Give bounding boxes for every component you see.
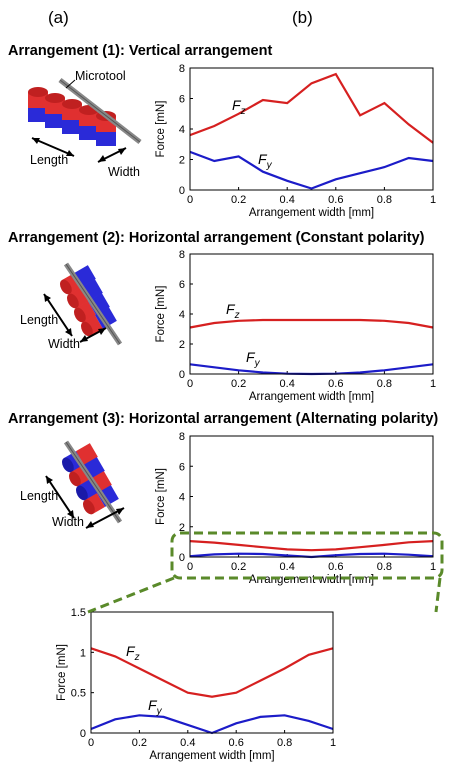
series-label-fz: Fz [126, 643, 140, 663]
zoom-connector-right [434, 577, 442, 613]
length-arrow-icon [45, 475, 75, 519]
x-tick-label: 0.6 [328, 194, 343, 206]
series-label-fy: Fy [148, 697, 163, 717]
x-tick-label: 0 [88, 737, 94, 749]
x-tick-label: 0.4 [280, 378, 295, 390]
length-label: Length [20, 313, 58, 327]
heading-arrangement-3: Arrangement (3): Horizontal arrangement … [8, 411, 439, 427]
chart-vertical-arrangement: 0 0.2 0.4 0.6 0.8 1 0 2 4 6 8 Arrangement width [mm… [155, 63, 436, 219]
series-line-fz [90, 647, 334, 698]
chart-constant-polarity: 0 0.2 0.4 0.6 0.8 1 0 2 4 6 8 Arrangement width [mm… [155, 249, 436, 403]
series-label-fy: Fy [258, 151, 273, 171]
y-tick-label: 2 [179, 522, 185, 534]
x-tick-label: 0.4 [280, 194, 295, 206]
y-tick-label: 1 [80, 647, 86, 659]
y-tick-label: 0 [179, 552, 185, 564]
x-tick-label: 0.8 [377, 194, 392, 206]
plot-frame [189, 435, 434, 558]
length-arrow-icon [43, 293, 73, 337]
width-label: Width [108, 165, 140, 179]
width-label: Width [52, 515, 84, 529]
series-label-fy: Fy [246, 349, 261, 369]
x-tick-label: 0 [187, 194, 193, 206]
series-line-fz [189, 318, 434, 329]
x-tick-label: 1 [330, 737, 336, 749]
heading-arrangement-2: Arrangement (2): Horizontal arrangement … [8, 230, 425, 246]
x-tick-label: 0.4 [280, 561, 295, 573]
series-label-fz: Fz [232, 97, 246, 117]
y-tick-label: 6 [179, 94, 185, 106]
y-tick-label: 0.5 [71, 688, 86, 700]
x-tick-label: 1 [430, 561, 436, 573]
y-tick-label: 4 [179, 309, 185, 321]
magnet-array-icon [28, 87, 116, 146]
chart-zoom-inset: 0 0.2 0.4 0.6 0.8 1 0 0.5 1 1.5 Arrangement width … [56, 607, 336, 762]
x-tick-label: 0.2 [132, 737, 147, 749]
y-tick-label: 0 [179, 185, 185, 197]
x-tick-label: 0.4 [180, 737, 195, 749]
y-axis-label: Force [mN] [155, 101, 167, 158]
length-label: Length [30, 153, 68, 167]
x-tick-label: 0.6 [229, 737, 244, 749]
width-label: Width [48, 337, 80, 351]
series-label-fz: Fz [226, 301, 240, 321]
x-tick-label: 0.8 [377, 561, 392, 573]
x-tick-label: 0.8 [277, 737, 292, 749]
heading-arrangement-1: Arrangement (1): Vertical arrangement [8, 43, 273, 59]
plot-frame [189, 253, 434, 375]
plot-frame [189, 67, 434, 191]
x-tick-label: 1 [430, 378, 436, 390]
y-tick-label: 0 [179, 369, 185, 381]
y-tick-label: 0 [80, 728, 86, 740]
zoom-connector-left [87, 576, 175, 614]
y-tick-label: 6 [179, 461, 185, 473]
length-arrow-icon [31, 137, 75, 157]
x-tick-label: 0.2 [231, 378, 246, 390]
x-tick-label: 0 [187, 378, 193, 390]
y-tick-label: 2 [179, 155, 185, 167]
y-tick-label: 8 [179, 63, 185, 75]
zoom-region-box [170, 531, 444, 580]
microtool-label: Microtool [75, 69, 126, 83]
series-line-fz [189, 540, 434, 552]
x-tick-label: 0.6 [328, 378, 343, 390]
y-tick-label: 8 [179, 249, 185, 261]
length-label: Length [20, 489, 58, 503]
x-axis-label: Arrangement width [mm] [249, 391, 374, 403]
y-tick-label: 8 [179, 431, 185, 443]
x-axis-label: Arrangement width [mm] [249, 207, 374, 219]
y-tick-label: 6 [179, 279, 185, 291]
x-tick-label: 0.8 [377, 378, 392, 390]
panel-label-a: (a) [48, 8, 69, 27]
x-tick-label: 1 [430, 194, 436, 206]
schematic-constant-polarity: Length Width [20, 262, 123, 351]
y-axis-label: Force [mN] [155, 286, 167, 343]
x-axis-label: Arrangement width [mm] [149, 750, 274, 762]
magnet-array-icon [59, 265, 117, 337]
schematic-vertical-arrangement: Microtool Length Width [28, 69, 142, 179]
series-line-fz [189, 72, 434, 144]
y-tick-label: 2 [179, 339, 185, 351]
x-tick-label: 0 [187, 561, 193, 573]
x-tick-label: 0.2 [231, 194, 246, 206]
plot-frame [90, 611, 334, 734]
y-tick-label: 1.5 [71, 607, 86, 619]
schematic-alternating-polarity: Length Width [20, 440, 125, 529]
y-tick-label: 4 [179, 492, 185, 504]
series-line-fy [189, 150, 434, 190]
panel-label-b: (b) [292, 8, 313, 27]
y-tick-label: 4 [179, 124, 185, 136]
x-tick-label: 0.6 [328, 561, 343, 573]
y-axis-label: Force [mN] [155, 468, 167, 525]
x-tick-label: 0.2 [231, 561, 246, 573]
y-axis-label: Force [mN] [56, 644, 68, 701]
